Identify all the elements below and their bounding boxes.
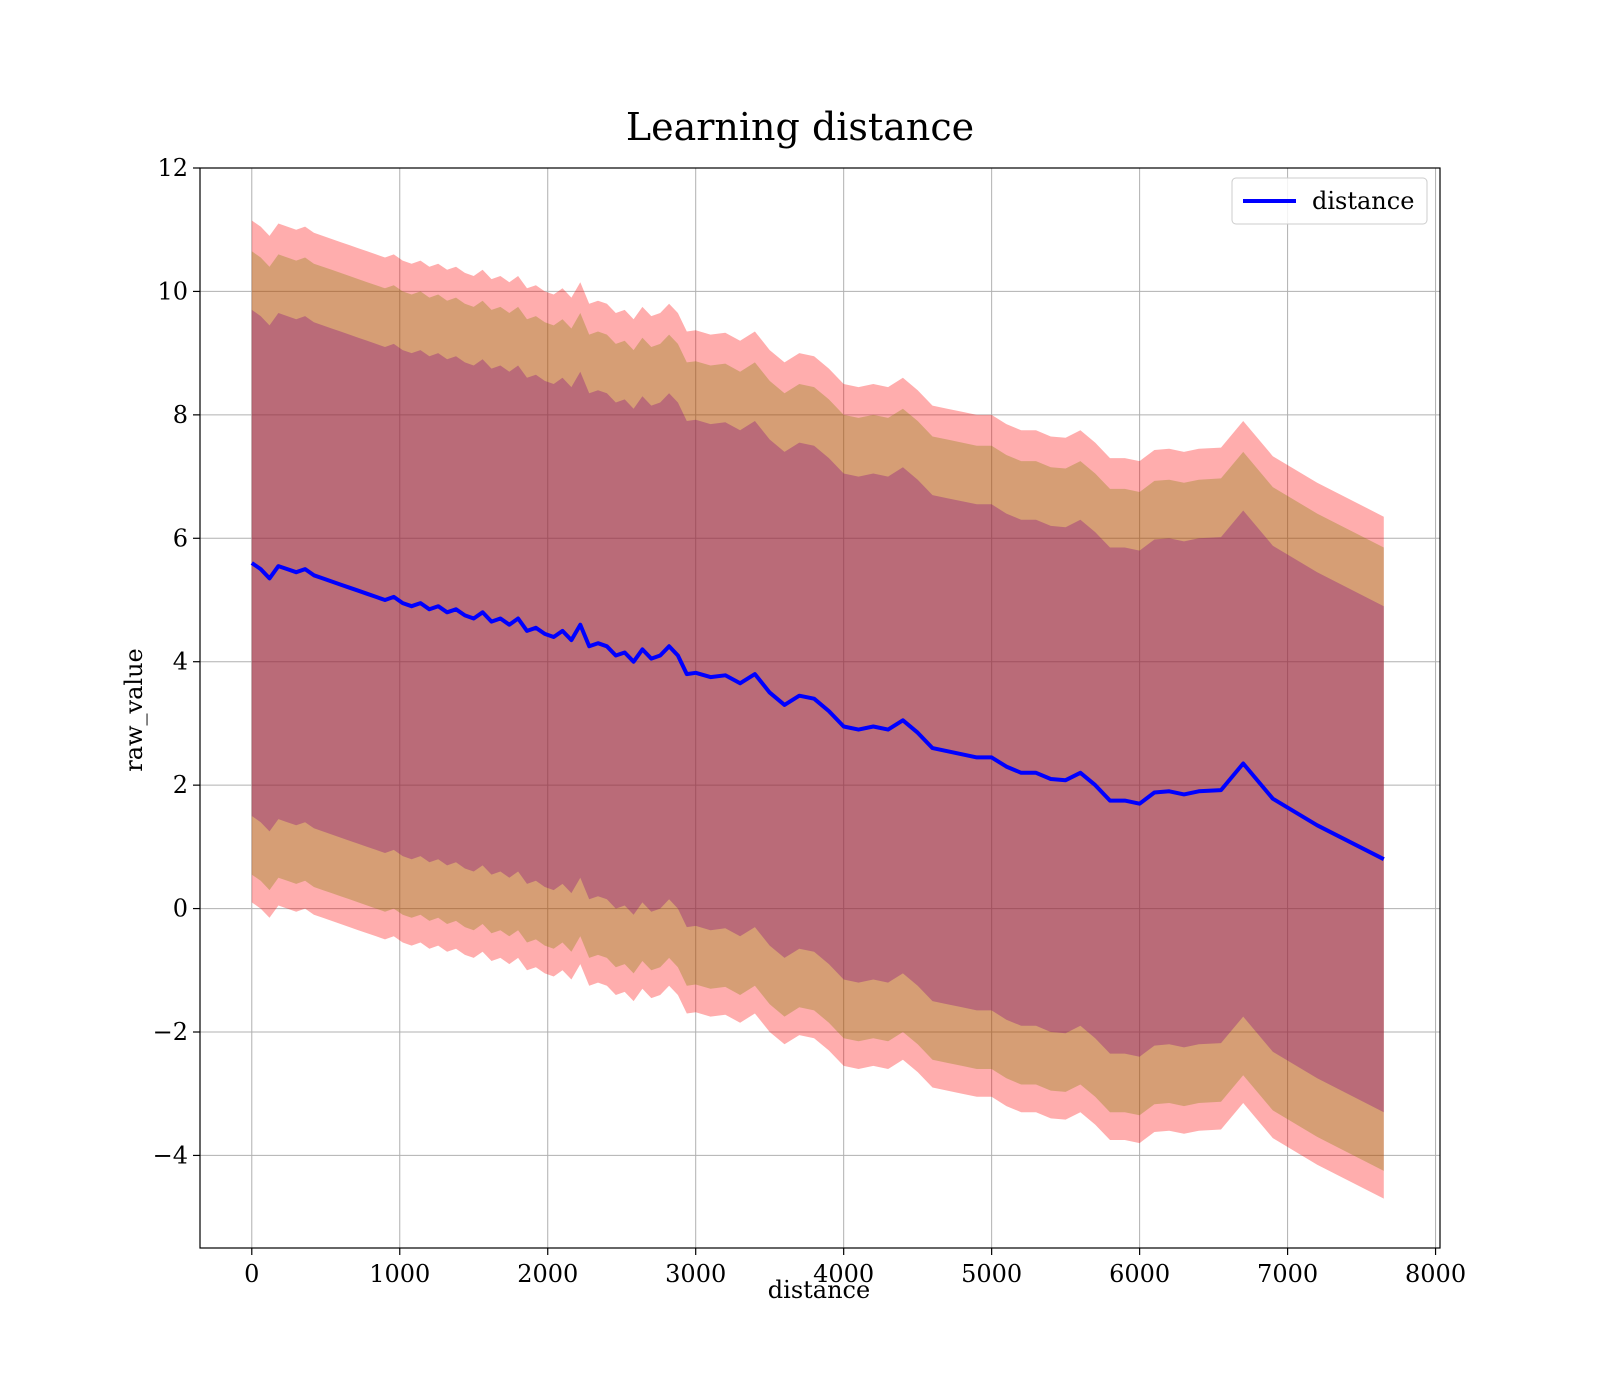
series-lines [250, 561, 1385, 861]
y-tick-label: 12 [157, 154, 188, 182]
y-tick-label: 6 [173, 524, 188, 552]
confidence-bands [251, 220, 1384, 1199]
x-tick-label: 3000 [665, 1260, 726, 1288]
series-line-0 [250, 561, 1385, 861]
x-tick-label: 0 [244, 1260, 259, 1288]
legend-label-distance: distance [1312, 187, 1414, 215]
y-tick-label: 0 [173, 895, 188, 923]
y-axis-label: raw_value [120, 648, 148, 772]
band-0-2 [251, 309, 1384, 1113]
y-tick-label: −4 [153, 1141, 188, 1169]
band-0-0 [251, 220, 1384, 1199]
legend-box [1231, 177, 1428, 225]
chart-title: Learning distance [626, 105, 974, 149]
x-tick-label: 5000 [961, 1260, 1022, 1288]
x-axis-label: distance [768, 1276, 870, 1304]
x-tick-label: 7000 [1257, 1260, 1318, 1288]
axis-ticks: 0 1000 2000 3000 4000 5000 6000 7000 8000 −4 −2 0 2 4… [153, 154, 1466, 1288]
y-tick-label: 2 [173, 771, 188, 799]
y-tick-label: 10 [157, 277, 188, 305]
x-tick-label: 6000 [1109, 1260, 1170, 1288]
y-tick-label: 4 [173, 648, 188, 676]
y-tick-label: 8 [173, 401, 188, 429]
x-tick-label: 1000 [369, 1260, 430, 1288]
x-tick-label: 8000 [1405, 1260, 1466, 1288]
x-tick-label: 4000 [813, 1260, 874, 1288]
plot-frame [199, 167, 1441, 1249]
y-tick-label: −2 [153, 1018, 188, 1046]
x-tick-label: 2000 [517, 1260, 578, 1288]
band-0-1 [251, 251, 1384, 1171]
legend: distance [1231, 177, 1428, 225]
